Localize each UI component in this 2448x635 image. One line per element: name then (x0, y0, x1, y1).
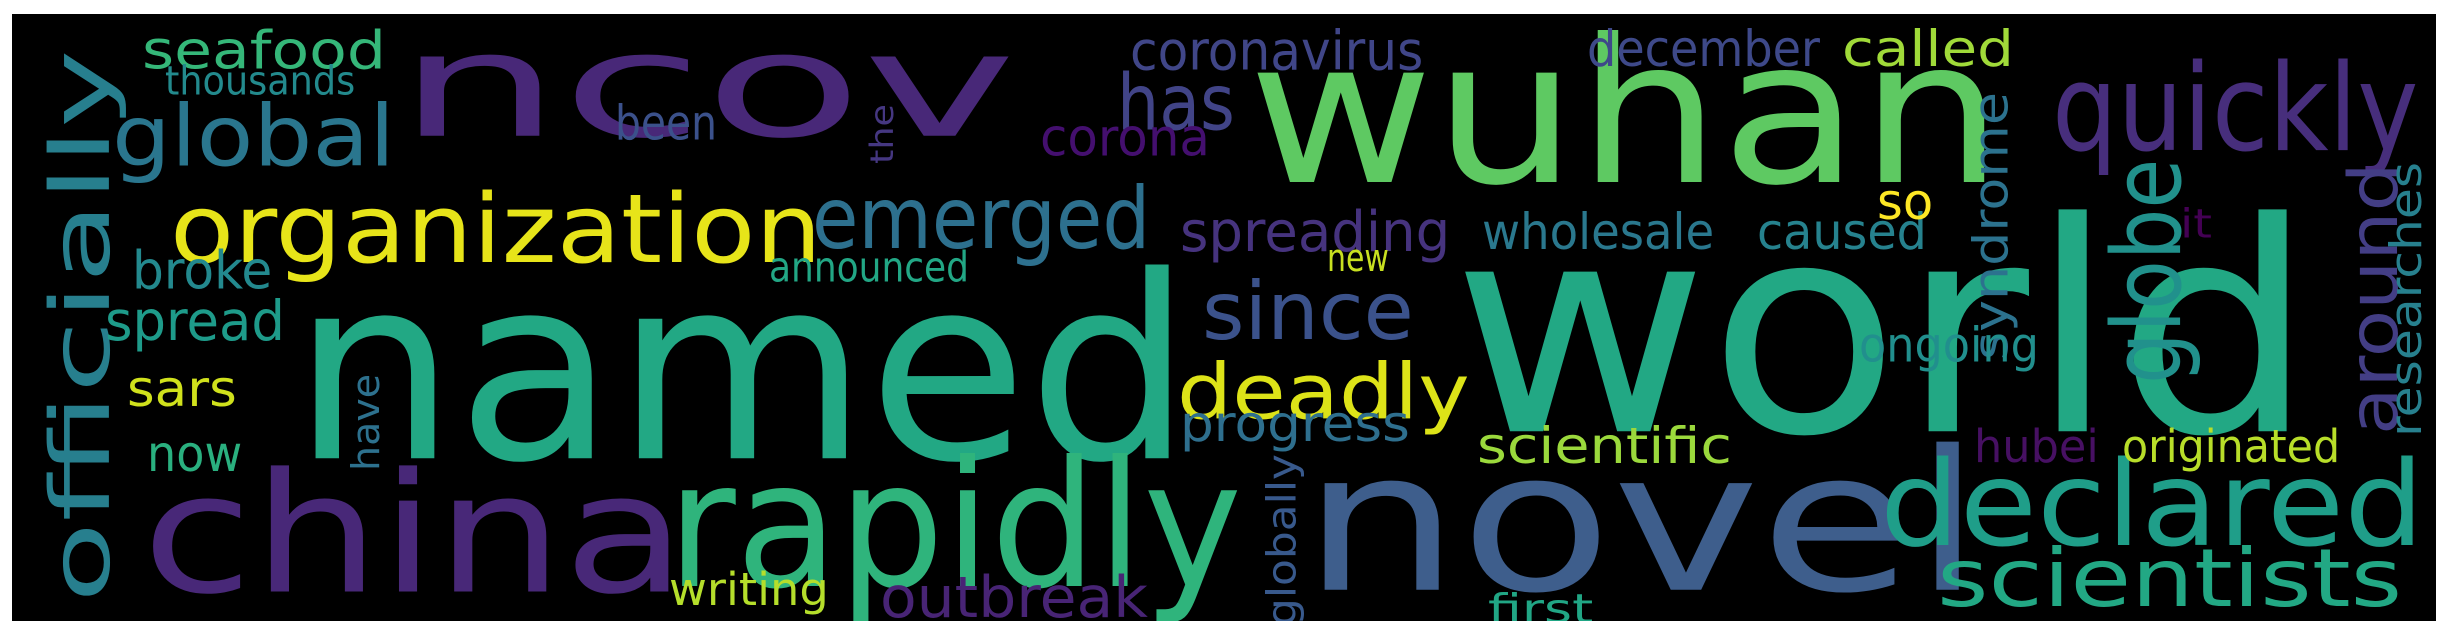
word-globe: globe (2091, 158, 2203, 384)
word-emerged: emerged (812, 168, 1151, 269)
word-corona: corona (1040, 107, 1210, 169)
word-outbreak: outbreak (880, 563, 1148, 621)
word-coronavirus: coronavirus (1130, 19, 1424, 83)
word-global: global (112, 86, 395, 186)
word-caused: caused (1757, 202, 1927, 261)
word-originated: originated (2122, 419, 2341, 473)
word-since: since (1202, 264, 1414, 359)
word-novel: novel (1302, 408, 1983, 621)
word-wholesale: wholesale (1482, 202, 1715, 261)
word-ongoing: ongoing (1859, 316, 2039, 373)
word-scientific: scientific (1477, 416, 1732, 475)
word-globally: globally (1258, 454, 1306, 621)
word-broke: broke (132, 239, 273, 302)
word-so: so (1877, 172, 1934, 231)
word-progress: progress (1180, 394, 1410, 453)
word-first: first (1488, 585, 1594, 621)
word-writing: writing (669, 562, 829, 616)
word-now: now (147, 424, 243, 483)
word-world: world (1452, 159, 2316, 502)
word-spreading: spreading (1180, 198, 1451, 265)
word-been: been (615, 94, 717, 151)
word-researches: researches (2380, 161, 2432, 437)
word-it: it (2180, 200, 2212, 248)
word-has: has (1117, 56, 1235, 149)
word-scientists: scientists (1937, 531, 2403, 621)
word-hubei: hubei (1974, 419, 2099, 473)
word-thousands: thousands (165, 57, 356, 105)
word-organization: organization (170, 173, 822, 285)
word-sars: sars (127, 359, 237, 418)
word-named: named (292, 221, 1193, 520)
word-china: china (142, 437, 687, 621)
word-the: the (863, 103, 901, 164)
word-rapidly: rapidly (667, 423, 1243, 621)
word-ncov: ncov (397, 14, 1017, 171)
word-declared: declared (1880, 435, 2424, 574)
word-new: new (1327, 235, 1389, 281)
word-quickly: quickly (2052, 38, 2419, 179)
word-wuhan: wuhan (1248, 14, 2004, 230)
word-announced: announced (769, 242, 969, 292)
word-december: december (1587, 19, 1821, 78)
word-spread: spread (105, 289, 285, 354)
word-deadly: deadly (1177, 347, 1470, 438)
word-have: have (343, 373, 389, 471)
word-seafood: seafood (142, 19, 386, 82)
word-called: called (1842, 19, 2014, 78)
word-cloud: named world ncov wuhan novel china rapidly decl… (12, 14, 2436, 621)
